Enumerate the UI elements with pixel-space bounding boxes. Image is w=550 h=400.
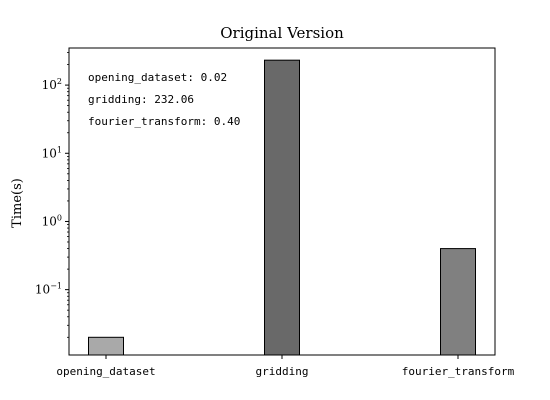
- axis-ticks-group: opening_dataset gridding fourier_transform…: [35, 52, 515, 378]
- annotation-fourier-transform: fourier_transform: 0.40: [88, 115, 240, 128]
- bar-gridding: [264, 59, 300, 356]
- annotation-gridding: gridding: 232.06: [88, 93, 194, 106]
- y-axis-label: Time(s): [10, 178, 25, 228]
- bar-fourier-transform: [440, 248, 476, 356]
- x-tick-label-gridding: gridding: [256, 365, 309, 378]
- bar-opening-dataset: [88, 336, 124, 356]
- annotation-opening-dataset: opening_dataset: 0.02: [88, 71, 227, 84]
- y-tick-label: 101: [42, 145, 62, 160]
- x-tick-label-opening-dataset: opening_dataset: [56, 365, 155, 378]
- x-tick-label-fourier-transform: fourier_transform: [402, 365, 515, 378]
- bars-group: [88, 59, 476, 356]
- y-tick-label: 100: [42, 213, 62, 228]
- plot-frame: [68, 47, 496, 356]
- chart-title: Original Version: [220, 24, 344, 42]
- annotation-block: opening_dataset: 0.02 gridding: 232.06 f…: [88, 71, 240, 128]
- y-tick-label: 10−1: [35, 282, 62, 297]
- y-tick-label: 102: [42, 77, 62, 92]
